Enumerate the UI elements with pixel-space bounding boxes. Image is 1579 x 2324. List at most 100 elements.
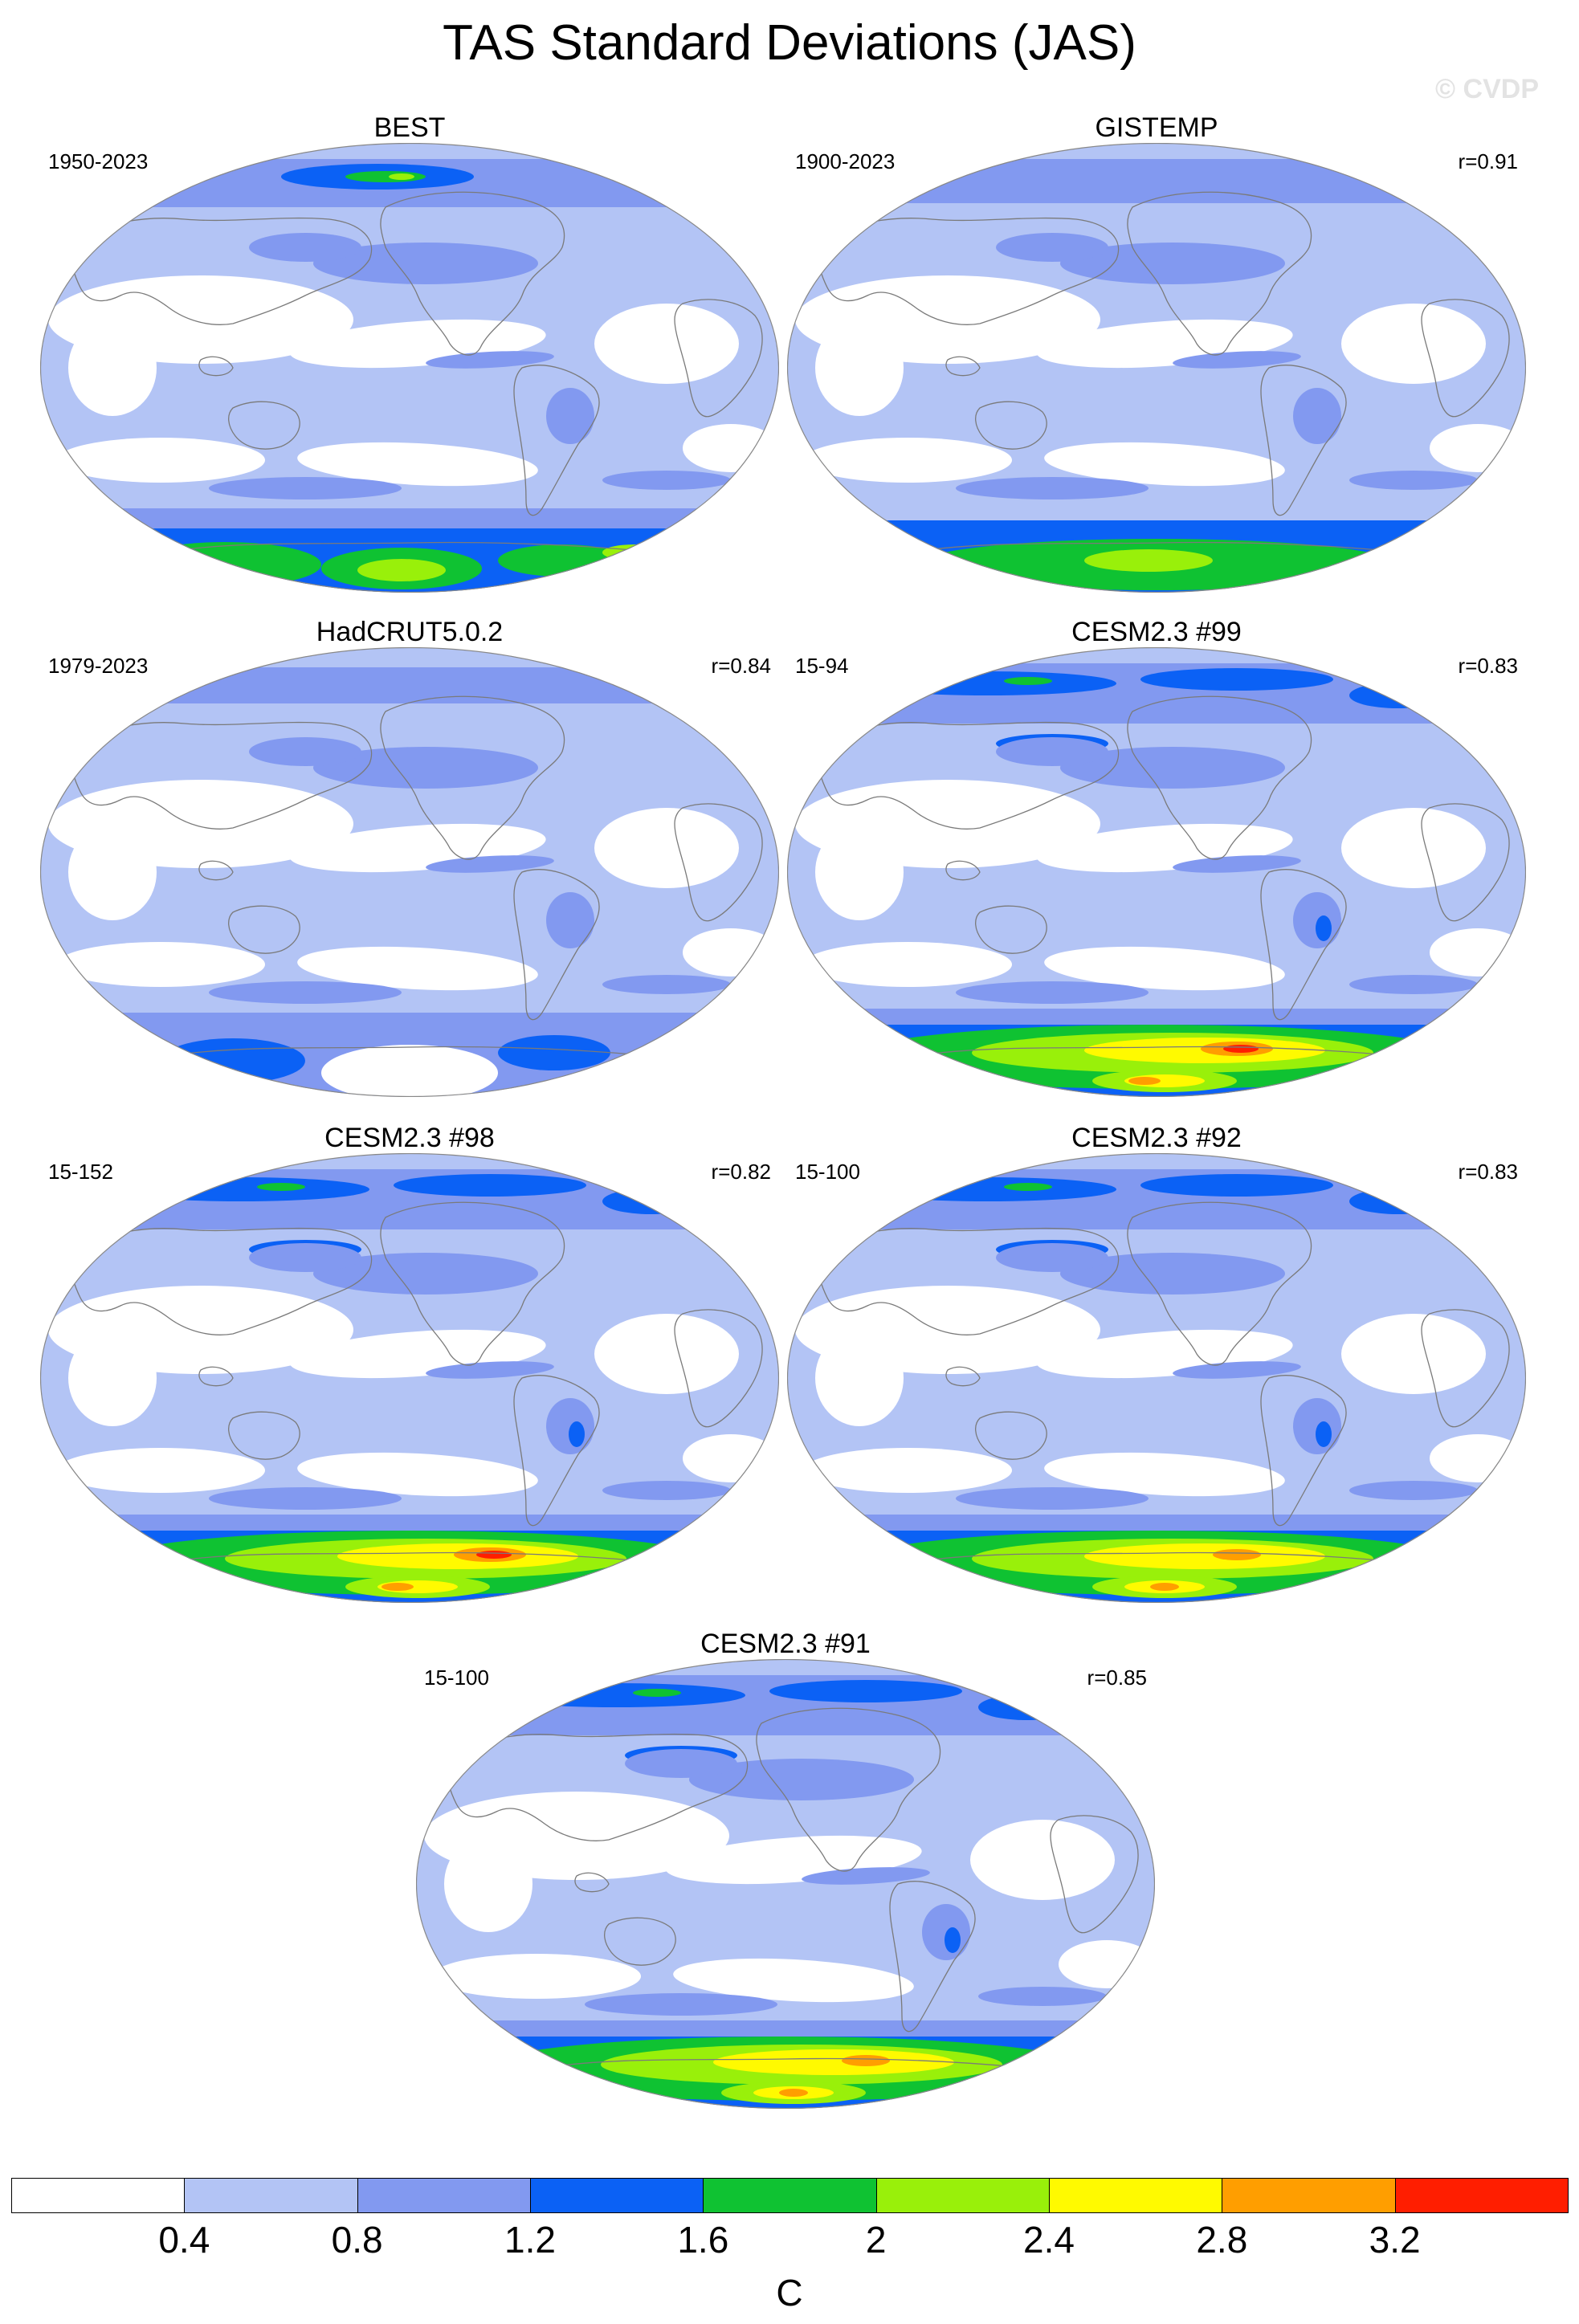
coastline: [945, 860, 981, 881]
coastline: [160, 1551, 659, 1564]
panel-title: BEST: [373, 112, 446, 143]
coastline: [604, 1917, 676, 1966]
south-america-region: [569, 1421, 585, 1447]
antarctic-extreme: [842, 2055, 890, 2066]
arctic-high-variance: [488, 1683, 745, 1707]
midlatitude-region: [996, 233, 1108, 262]
low-variance-region: [803, 942, 1012, 987]
panel-period: 1979-2023: [48, 654, 149, 678]
low-variance-region: [56, 1448, 265, 1493]
map-contours: [787, 1153, 1526, 1603]
southern-midlatitude-region: [956, 981, 1149, 1004]
coastline: [817, 1227, 1120, 1335]
arctic-high-variance: [859, 671, 1116, 695]
coastline: [574, 1872, 610, 1893]
coastline: [70, 721, 373, 830]
arctic-high-variance: [112, 1177, 369, 1201]
south-america-region: [546, 1398, 594, 1454]
colorbar-tick-label: 2: [865, 2219, 887, 2261]
map-border: [416, 1659, 1155, 2109]
map-border: [40, 647, 779, 1097]
arctic-high-variance: [633, 1689, 681, 1697]
antarctic-high-variance: [602, 544, 667, 561]
low-variance-region: [683, 928, 779, 976]
coastline: [817, 721, 1120, 830]
panel-period: 15-100: [424, 1666, 489, 1690]
southern-midlatitude-region: [978, 1987, 1107, 2006]
colorbar-tick-label: 1.2: [504, 2219, 556, 2261]
low-variance-region: [297, 442, 538, 487]
low-variance-region: [68, 1330, 157, 1426]
low-variance-region: [1430, 1434, 1526, 1482]
low-variance-region: [1430, 424, 1526, 472]
map-contours: [40, 1153, 779, 1603]
coastline: [907, 1551, 1406, 1564]
coastline: [380, 1201, 565, 1366]
colorbar: [11, 2178, 1569, 2213]
coastline: [817, 217, 1120, 325]
southern-midlatitude-region: [1349, 471, 1478, 490]
tropical-region: [802, 1867, 930, 1885]
low-variance-region: [444, 1836, 532, 1932]
low-variance-region: [56, 438, 265, 483]
colorbar-segment: [1222, 2178, 1396, 2213]
map-contours: [40, 143, 779, 593]
panel-period: 1950-2023: [48, 149, 149, 173]
midlatitude-region: [313, 747, 538, 789]
map-contours: [787, 647, 1526, 1097]
midlatitude-region: [1060, 747, 1285, 789]
coastline: [160, 1046, 659, 1058]
tropical-region: [1173, 855, 1301, 873]
colorbar-segment: [184, 2178, 358, 2213]
colorbar-segment: [1049, 2178, 1223, 2213]
colorbar-tick-label: 0.4: [158, 2219, 210, 2261]
low-variance-region: [297, 946, 538, 991]
south-america-region: [1293, 892, 1341, 948]
southern-midlatitude-region: [956, 477, 1149, 499]
robinson-map: [787, 1153, 1526, 1603]
coastline: [674, 803, 763, 922]
south-america-region: [945, 1927, 961, 1953]
globe-background: [40, 647, 779, 1097]
panel-correlation: r=0.83: [1458, 654, 1518, 678]
southern-midlatitude-region: [1349, 975, 1478, 994]
arctic-band: [416, 1675, 1155, 1735]
panel-correlation: r=0.83: [1458, 1160, 1518, 1184]
coastline: [198, 860, 234, 881]
coastline: [198, 356, 234, 377]
low-variance-region: [970, 1820, 1115, 1900]
panel-correlation: r=0.82: [711, 1160, 771, 1184]
coastline: [1260, 869, 1347, 1021]
globe-background: [40, 143, 779, 593]
antarctic-extreme: [476, 1551, 512, 1559]
low-variance-region: [594, 808, 739, 888]
antarctic-extreme: [1150, 1583, 1179, 1591]
map-contours: [787, 143, 1526, 593]
coastline: [513, 1375, 600, 1527]
coastline: [945, 356, 981, 377]
colorbar-segment: [530, 2178, 704, 2213]
globe-background: [787, 1153, 1526, 1603]
antarctic-high-variance: [1084, 549, 1213, 572]
colorbar-segment: [357, 2178, 531, 2213]
panel-period: 1900-2023: [795, 149, 896, 173]
south-america-region: [1316, 915, 1332, 941]
coastline: [1127, 695, 1312, 860]
coastline: [228, 905, 300, 954]
midlatitude-region: [996, 737, 1108, 766]
panel-best: BEST 1950-2023: [40, 112, 779, 594]
colorbar-tick-label: 3.2: [1369, 2219, 1421, 2261]
colorbar-tick-label: 2.4: [1023, 2219, 1075, 2261]
arctic-high-variance: [257, 1183, 305, 1191]
low-variance-region: [673, 1958, 914, 2003]
low-variance-region: [1341, 808, 1486, 888]
low-variance-region: [803, 438, 1012, 483]
panel-cesm-98: CESM2.3 #98 15-152 r=0.82: [40, 1123, 779, 1604]
panel-correlation: r=0.84: [711, 654, 771, 678]
coastline: [536, 2057, 1035, 2069]
midlatitude-region: [689, 1759, 914, 1800]
cvdp-watermark: © CVDP: [1435, 74, 1539, 104]
southern-midlatitude-region: [602, 1481, 731, 1500]
tropical-region: [426, 1361, 554, 1379]
arctic-band: [787, 1169, 1526, 1229]
